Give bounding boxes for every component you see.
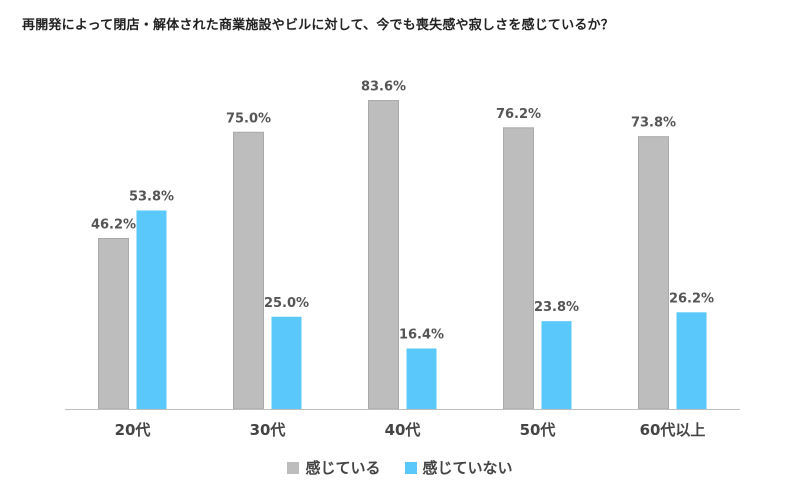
chart-title: 再開発によって閉店・解体された商業施設やビルに対して、今でも喪失感や寂しさを感じ… [22,18,614,33]
x-tick-label-3: 50代 [520,421,556,439]
data-label-series-1-0: 46.2% [91,218,136,233]
x-tick-label-4: 60代以上 [640,421,706,439]
legend-swatch-series-1 [287,461,300,474]
bar-series-2-1 [271,316,302,409]
bar-series-1-4 [638,136,669,410]
legend-label-series-1: 感じている [305,459,381,477]
legend: 感じている 感じていない [0,457,800,478]
bar-series-1-1 [233,131,264,410]
legend-swatch-series-2 [404,461,417,474]
bar-series-2-4 [676,312,707,409]
data-label-series-1-3: 76.2% [496,107,541,122]
bar-series-1-3 [503,127,534,410]
bar-series-1-0 [98,238,129,410]
bar-series-2-0 [136,210,167,409]
data-label-series-1-1: 75.0% [226,111,271,126]
data-label-series-2-3: 23.8% [534,300,579,315]
x-tick-label-1: 30代 [250,421,286,439]
data-label-series-1-2: 83.6% [361,80,406,95]
data-label-series-1-4: 73.8% [631,116,676,131]
data-label-series-2-1: 25.0% [264,296,309,311]
x-tick-label-0: 20代 [115,421,151,439]
data-label-series-2-4: 26.2% [669,291,714,306]
legend-item-series-1: 感じている [287,457,381,478]
legend-label-series-2: 感じていない [422,459,513,477]
bar-series-1-2 [368,100,399,410]
data-label-series-2-2: 16.4% [399,327,444,342]
bar-series-2-3 [541,321,572,409]
data-label-series-2-0: 53.8% [129,189,174,204]
x-tick-label-2: 40代 [385,421,421,439]
legend-item-series-2: 感じていない [404,457,513,478]
bar-series-2-2 [406,348,437,409]
